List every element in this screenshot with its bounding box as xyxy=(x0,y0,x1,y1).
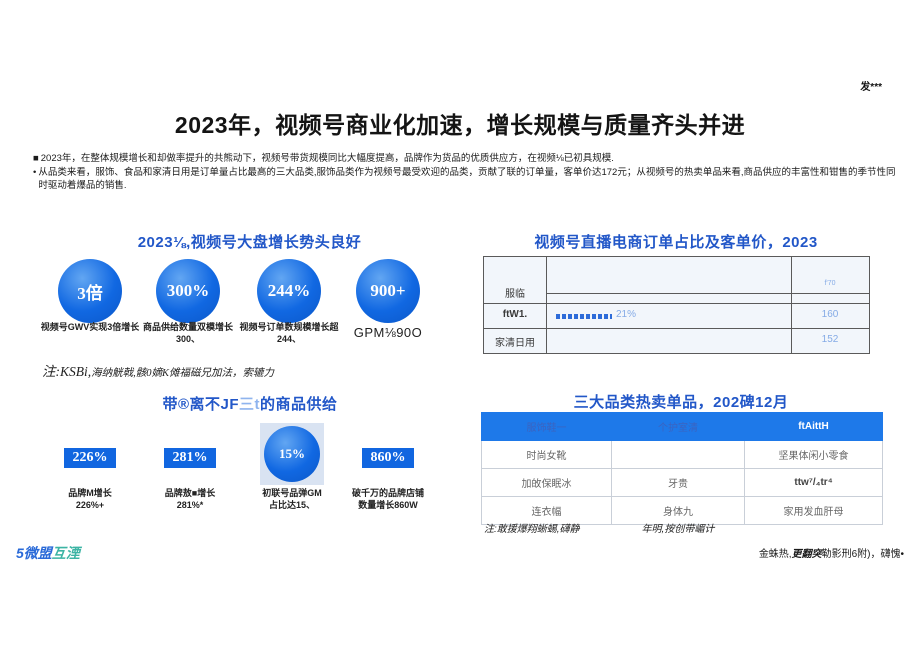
hot-items-cell: 时尚女靴 xyxy=(481,440,612,469)
table-grid-line xyxy=(546,293,869,294)
order-table-title: 视频号直播电商订单占比及客单价，2023 xyxy=(534,234,818,251)
bullet-list: ■ 2023年，在整体规模增长和却做率提升的共熊动下，视频号带货规模同比大幅度提… xyxy=(33,152,897,193)
growth-stat-value: 3倍 xyxy=(77,283,103,303)
caption-line: 破千万的品牌店铺 xyxy=(351,488,424,498)
hot-items-header-row: 服饰鞋一 个护室清 ftAittH xyxy=(481,412,883,441)
logo-text-teal: 互湮 xyxy=(51,545,80,561)
source-text-italic: 更翻突 xyxy=(791,549,822,560)
hot-items-header-cell: 个护室清 xyxy=(611,412,745,441)
caption-line: 品牌敖■增长 xyxy=(164,488,216,498)
supply-title-part: 带®离不JF xyxy=(162,396,240,413)
growth-footnote: 注:KSBi,海纳觥戟,骸0嫡K傩福磁兄加法，索辘力 xyxy=(42,360,274,381)
footnote-prefix: 注:KSBi, xyxy=(42,364,92,379)
footnote-text: 海纳觥戟,骸0嫡K傩福磁兄加法，索辘力 xyxy=(91,368,275,379)
caption-line: 初联号品弹GM xyxy=(262,488,322,498)
growth-stat-caption: GPM⅛90O xyxy=(353,325,423,340)
source-note: 金蛛热,更翻突勒影刑6附)，礴愧• xyxy=(759,545,904,560)
source-text: 勒影刑6附)，礴愧• xyxy=(821,549,904,560)
supply-stat-value: 15% xyxy=(279,446,305,461)
growth-stat-circle: 900+ xyxy=(356,259,420,323)
corner-mark: 发*** xyxy=(860,82,882,93)
supply-title-part: 的商品供给 xyxy=(260,396,338,413)
hot-items-cell: 加敀保眠冰 xyxy=(481,468,612,497)
table-grid-line xyxy=(546,257,547,353)
order-row-value: f'70 xyxy=(824,280,836,287)
growth-stat-caption: 视频号订单数规模增长超244、 xyxy=(239,322,339,344)
weimob-logo: 5微盟互湮 xyxy=(16,543,80,563)
supply-stat-caption: 品牌M增长 226%+ xyxy=(35,487,145,511)
supply-stat-value: 860% xyxy=(370,450,406,465)
supply-stat-caption: 破千万的品牌店铺 数量增长860W xyxy=(333,487,443,511)
page-title: 2023年，视频号商业化加速，增长规模与质量齐头并进 xyxy=(174,112,746,138)
order-row-value: 152 xyxy=(821,334,839,345)
hot-items-footnote: 注:敢援爆翔蜥蜴,礴静 年明,按创带嵋计 xyxy=(484,520,714,535)
hot-items-row: 连衣幅 身体九 家用发血肝母 xyxy=(481,496,883,525)
bullet-text: 2023年，在整体规模增长和却做率提升的共熊动下，视频号带货规模同比大幅度提高，… xyxy=(40,153,614,164)
bullet-item: ■ 2023年，在整体规模增长和却做率提升的共熊动下，视频号带货规模同比大幅度提… xyxy=(33,152,897,166)
supply-stat-value: 226% xyxy=(72,450,108,465)
hot-items-cell xyxy=(611,440,745,469)
supply-stat-box: 860% xyxy=(362,448,414,468)
growth-stat-circle: 300% xyxy=(156,259,220,323)
order-bar-label: 21% xyxy=(616,309,637,320)
bullet-marker: ■ xyxy=(33,153,39,164)
supply-stat-value: 281% xyxy=(172,450,208,465)
footnote-text: 注:敢援爆翔蜥蜴,礴静 xyxy=(484,524,580,535)
hot-items-cell: 连衣幅 xyxy=(481,496,612,525)
supply-stat-box: 281% xyxy=(164,448,216,468)
hot-items-row: 加敀保眠冰 牙贵 ttw⁷/₄tr⁴ xyxy=(481,468,883,497)
table-grid-line xyxy=(484,303,869,304)
order-row-label: ftW1. xyxy=(502,309,528,320)
caption-line: 占比达15、 xyxy=(268,500,315,510)
growth-stat-circle: 244% xyxy=(257,259,321,323)
hot-items-title: 三大品类热卖单品，202碑12月 xyxy=(573,394,789,411)
growth-stat-value: 244% xyxy=(267,281,311,300)
supply-section-title: 带®离不JF三t的商品供给 xyxy=(100,393,400,414)
footnote-text: 年明,按创带嵋计 xyxy=(641,524,715,535)
caption-line: 226%+ xyxy=(75,500,105,510)
supply-stat-caption: 初联号品弹GM 占比达15、 xyxy=(237,487,347,511)
growth-stat-value: 300% xyxy=(166,281,210,300)
supply-stat-caption: 品牌敖■增长 281%* xyxy=(135,487,245,511)
logo-text-blue: 5微盟 xyxy=(16,545,52,561)
growth-stat-value: 900+ xyxy=(370,281,406,300)
order-row-label: 服临 xyxy=(505,289,525,300)
bullet-marker: • xyxy=(33,166,37,178)
growth-stat-caption: 商品供给数量双模增长300、 xyxy=(142,322,233,344)
hot-items-header-cell: ftAittH xyxy=(744,412,883,441)
order-bar xyxy=(556,314,612,319)
hot-items-header-cell: 服饰鞋一 xyxy=(481,412,612,441)
supply-stat-box: 226% xyxy=(64,448,116,468)
table-grid-line xyxy=(484,328,869,329)
hot-items-cell: 牙贵 xyxy=(611,468,745,497)
caption-line: 281%* xyxy=(176,500,204,510)
hot-items-table: 服饰鞋一 个护室清 ftAittH 时尚女靴 坚果体闲小零食 加敀保眠冰 牙贵 … xyxy=(481,412,883,525)
order-row-value: 160 xyxy=(821,309,839,320)
table-grid-line xyxy=(791,257,792,353)
hot-items-cell: 坚果体闲小零食 xyxy=(744,440,883,469)
caption-line: 数量增长860W xyxy=(358,500,418,510)
bullet-text: 从品类来看，服饰、食品和家清日用是订单量占比最高的三大品类,服饰品类作为视频号最… xyxy=(38,166,896,192)
growth-stat-circle: 3倍 xyxy=(58,259,122,323)
hot-items-cell: 家用发血肝母 xyxy=(744,496,883,525)
growth-stat-caption: 视频号GWV实现3倍增长 xyxy=(40,322,140,332)
source-text: 金蛛热, xyxy=(758,549,792,560)
order-share-table: 服临 f'70 ftW1. 21% 160 家清日用 152 xyxy=(483,256,870,354)
caption-line: 品牌M增长 xyxy=(68,488,112,498)
order-row-label: 家清日用 xyxy=(495,338,535,349)
bullet-item: • 从品类来看，服饰、食品和家清日用是订单量占比最高的三大品类,服饰品类作为视频… xyxy=(33,166,897,193)
hot-items-cell: 身体九 xyxy=(611,496,745,525)
hot-items-cell: ttw⁷/₄tr⁴ xyxy=(744,468,883,497)
growth-section-title: 2023⅛,视频号大盘增长势头良好 xyxy=(137,234,362,251)
supply-title-part-light: 三t xyxy=(239,396,261,413)
hot-items-row: 时尚女靴 坚果体闲小零食 xyxy=(481,440,883,469)
supply-stat-circle: 15% xyxy=(264,426,320,482)
